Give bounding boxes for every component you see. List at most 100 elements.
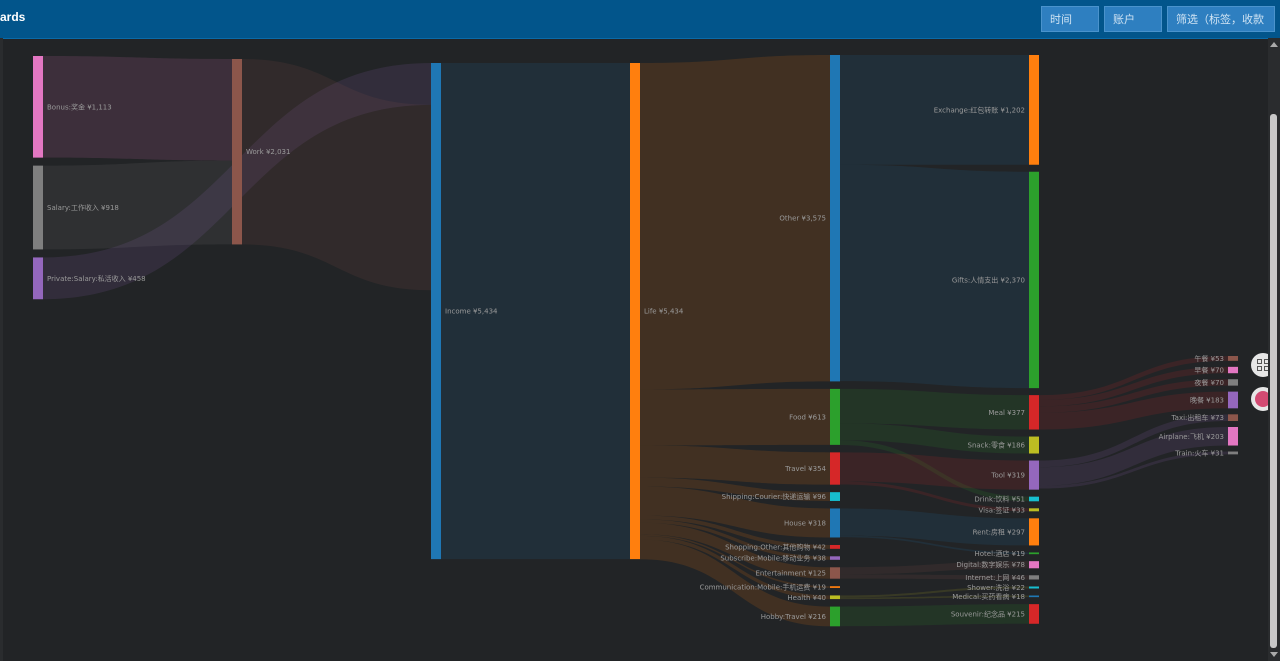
sankey-link[interactable] (840, 561, 1029, 575)
sankey-node-snack[interactable] (1029, 436, 1039, 454)
sankey-node-rent[interactable] (1029, 518, 1039, 546)
sankey-link[interactable] (640, 388, 830, 446)
sankey-node-meal[interactable] (1029, 395, 1039, 430)
sankey-label-souvenir: Souvenir:纪念品 ¥215 (951, 609, 1025, 618)
sankey-link[interactable] (840, 604, 1029, 627)
sankey-node-courier[interactable] (830, 492, 840, 501)
sankey-node-taxi[interactable] (1228, 414, 1238, 421)
sankey-link[interactable] (840, 481, 1029, 512)
sankey-link[interactable] (1039, 426, 1228, 486)
sankey-link[interactable] (1039, 451, 1228, 489)
sankey-node-airplane[interactable] (1228, 426, 1238, 446)
sankey-label-hobby: Hobby:Travel ¥216 (761, 613, 827, 621)
sankey-label-snackmeal: 夜餐 ¥70 (1194, 378, 1224, 387)
sankey-link[interactable] (640, 534, 830, 588)
account-filter[interactable]: 账户 (1104, 6, 1162, 32)
sankey-node-lunch[interactable] (1228, 356, 1238, 361)
search-filter-input[interactable]: 筛选（标签，收款 (1167, 6, 1275, 32)
sankey-node-drink[interactable] (1029, 496, 1039, 502)
sankey-link[interactable] (840, 164, 1029, 389)
sankey-link[interactable] (640, 445, 830, 485)
sankey-link[interactable] (840, 508, 1029, 546)
app-brand[interactable]: ards (0, 10, 26, 24)
scrollbar[interactable] (1268, 38, 1280, 661)
sankey-node-income[interactable] (431, 63, 441, 560)
sankey-label-salary: Salary:工作收入 ¥918 (47, 203, 119, 212)
sankey-link[interactable] (640, 539, 830, 627)
sankey-link[interactable] (840, 535, 1029, 555)
sankey-node-gifts[interactable] (1029, 171, 1039, 389)
chevron-down-icon[interactable] (1270, 652, 1278, 657)
sankey-link[interactable] (640, 535, 830, 600)
sankey-node-snackmeal[interactable] (1228, 379, 1238, 386)
sankey-node-subscribe[interactable] (830, 556, 840, 560)
sankey-link[interactable] (840, 452, 1029, 490)
sankey-link[interactable] (1039, 366, 1228, 407)
sankey-chart: Bonus:奖金 ¥1,113 Salary:工作收入 ¥918 Private:S… (33, 55, 1238, 627)
sankey-node-work[interactable] (232, 59, 242, 245)
sankey-node-exchange[interactable] (1029, 55, 1039, 165)
sankey-node-salary[interactable] (33, 165, 43, 250)
sankey-link[interactable] (640, 522, 830, 579)
sankey-node-tool[interactable] (1029, 460, 1039, 490)
sankey-node-hobby[interactable] (830, 606, 840, 627)
sankey-link[interactable] (840, 574, 1029, 580)
sankey-node-travel[interactable] (830, 452, 840, 485)
sankey-link[interactable] (1039, 379, 1228, 413)
sankey-node-dinner[interactable] (1228, 391, 1238, 409)
sankey-label-digital: Digital:数字娱乐 ¥78 (956, 560, 1025, 569)
sankey-node-train[interactable] (1228, 451, 1238, 455)
sankey-node-digital[interactable] (1029, 561, 1039, 569)
sankey-node-shopother[interactable] (830, 544, 840, 549)
sankey-label-drink: Drink:饮料 ¥51 (974, 494, 1025, 503)
sankey-node-other[interactable] (830, 55, 840, 382)
sankey-node-entertain[interactable] (830, 567, 840, 579)
sankey-label-meal: Meal ¥377 (988, 409, 1025, 417)
sankey-link[interactable] (640, 55, 830, 390)
sankey-node-shower[interactable] (1029, 586, 1039, 589)
sankey-link[interactable] (840, 423, 1029, 454)
scroll-thumb[interactable] (1270, 114, 1277, 648)
sankey-node-internet[interactable] (1029, 575, 1039, 580)
chevron-up-icon[interactable] (1270, 42, 1278, 47)
sankey-node-private[interactable] (33, 257, 43, 300)
sankey-link[interactable] (840, 440, 1029, 502)
sankey-link[interactable] (640, 515, 830, 549)
sankey-link[interactable] (840, 595, 1029, 600)
sankey-node-health[interactable] (830, 595, 840, 600)
sankey-label-bonus: Bonus:奖金 ¥1,113 (47, 102, 112, 111)
sankey-node-medical[interactable] (1029, 595, 1039, 598)
sankey-link[interactable] (640, 486, 830, 538)
sankey-node-life[interactable] (630, 63, 640, 560)
sankey-link[interactable] (840, 55, 1029, 165)
sankey-label-other: Other ¥3,575 (779, 215, 826, 223)
sankey-node-visa[interactable] (1029, 508, 1039, 512)
top-bar: ards 时间 账户 筛选（标签，收款 (0, 0, 1280, 39)
sankey-node-commmobile[interactable] (830, 586, 840, 588)
sankey-link[interactable] (840, 388, 1029, 430)
sankey-node-food[interactable] (830, 388, 840, 445)
sankey-link[interactable] (840, 586, 1029, 598)
sankey-link[interactable] (242, 59, 431, 291)
sankey-node-hotel[interactable] (1029, 552, 1039, 555)
sankey-label-subscribe: Subscribe:Mobile:移动业务 ¥38 (720, 554, 826, 563)
sankey-label-courier: Shipping:Courier:快递运输 ¥96 (722, 492, 827, 501)
sankey-node-house[interactable] (830, 508, 840, 538)
sankey-link[interactable] (43, 160, 232, 250)
sankey-label-health: Health ¥40 (787, 594, 826, 602)
sankey-link[interactable] (1039, 356, 1228, 400)
sankey-label-medical: Medical:买药看病 ¥18 (952, 592, 1025, 601)
left-edge (0, 38, 3, 661)
sankey-link[interactable] (640, 519, 830, 560)
sankey-link[interactable] (1039, 391, 1228, 430)
sankey-link[interactable] (1039, 414, 1228, 468)
sankey-node-souvenir[interactable] (1029, 604, 1039, 624)
sankey-label-snack: Snack:零食 ¥186 (968, 441, 1026, 450)
sankey-node-bonus[interactable] (33, 56, 43, 158)
sankey-link[interactable] (640, 477, 830, 501)
sankey-node-breakfast[interactable] (1228, 366, 1238, 374)
sankey-link[interactable] (441, 63, 630, 560)
time-filter[interactable]: 时间 (1041, 6, 1099, 32)
sankey-label-income: Income ¥5,434 (445, 308, 498, 316)
sankey-link[interactable] (43, 56, 232, 161)
